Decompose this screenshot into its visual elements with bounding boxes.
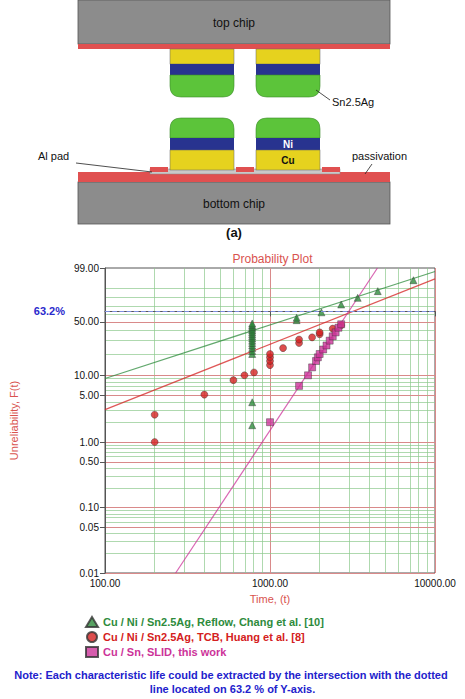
svg-text:63.2%: 63.2% xyxy=(34,305,65,317)
svg-text:50.00: 50.00 xyxy=(74,316,99,327)
svg-text:Probability Plot: Probability Plot xyxy=(232,252,313,266)
svg-text:top chip: top chip xyxy=(213,16,255,30)
svg-text:Cu: Cu xyxy=(281,155,294,166)
svg-text:(a): (a) xyxy=(226,225,242,240)
svg-text:0.50: 0.50 xyxy=(80,456,100,467)
svg-text:Unreliability, F(t): Unreliability, F(t) xyxy=(8,381,20,460)
svg-text:0.01: 0.01 xyxy=(79,567,99,579)
svg-text:10.00: 10.00 xyxy=(74,370,99,381)
svg-text:5.00: 5.00 xyxy=(80,390,100,401)
svg-text:Sn2.5Ag: Sn2.5Ag xyxy=(332,96,374,108)
svg-text:Note: Each characteristic life: Note: Each characteristic life could be … xyxy=(14,669,450,681)
svg-text:1000.00: 1000.00 xyxy=(252,578,289,589)
svg-text:100.00: 100.00 xyxy=(90,578,121,589)
svg-text:Cu / Ni / Sn2.5Ag, TCB, Huang: Cu / Ni / Sn2.5Ag, TCB, Huang et al. [8] xyxy=(103,631,305,643)
svg-text:bottom chip: bottom chip xyxy=(203,197,265,211)
svg-text:10000.00: 10000.00 xyxy=(414,578,456,589)
svg-text:Al pad: Al pad xyxy=(38,150,69,162)
svg-text:99.00: 99.00 xyxy=(74,263,99,274)
svg-text:Time, (t): Time, (t) xyxy=(250,593,291,605)
svg-text:passivation: passivation xyxy=(352,150,407,162)
svg-text:1.00: 1.00 xyxy=(80,437,100,448)
svg-text:line located on 63.2 % of Y-ax: line located on 63.2 % of Y-axis. xyxy=(150,683,315,695)
svg-text:0.10: 0.10 xyxy=(80,502,100,513)
svg-text:Cu / Ni / Sn2.5Ag, Reflow, Cha: Cu / Ni / Sn2.5Ag, Reflow, Chang et al. … xyxy=(103,616,324,628)
svg-text:Ni: Ni xyxy=(283,139,293,150)
svg-text:Cu / Sn, SLID, this work: Cu / Sn, SLID, this work xyxy=(103,646,227,658)
svg-text:0.05: 0.05 xyxy=(80,522,100,533)
